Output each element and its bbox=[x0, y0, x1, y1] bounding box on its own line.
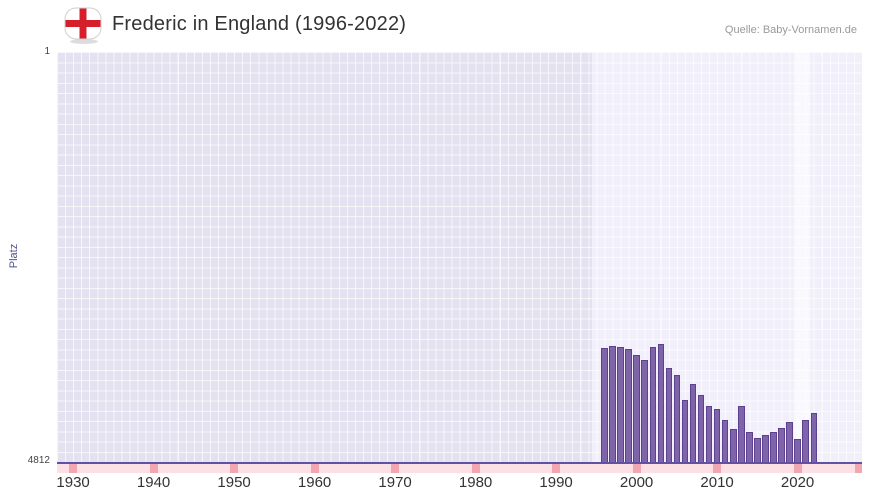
bar-2004[interactable] bbox=[665, 368, 673, 462]
bar-2012[interactable] bbox=[730, 429, 737, 462]
bar-2000[interactable] bbox=[633, 355, 640, 462]
bar-2009[interactable] bbox=[705, 405, 713, 462]
bar-2020[interactable] bbox=[794, 438, 801, 462]
bar-1996[interactable] bbox=[601, 347, 608, 462]
plot-area bbox=[57, 52, 862, 464]
y-axis-title: Platz bbox=[8, 243, 20, 269]
x-tick-mark bbox=[69, 464, 78, 473]
x-tick-label-1970: 1970 bbox=[378, 474, 412, 491]
x-tick-label-1990: 1990 bbox=[539, 474, 573, 491]
bar-2021[interactable] bbox=[802, 420, 809, 462]
x-tick-mark bbox=[471, 464, 480, 473]
x-tick-mark bbox=[552, 464, 561, 473]
bar-1998[interactable] bbox=[617, 346, 624, 462]
bar-2003[interactable] bbox=[657, 344, 664, 462]
x-tick-mark bbox=[632, 464, 641, 473]
source-credit: Quelle: Baby-Vornamen.de bbox=[724, 24, 857, 36]
x-tick-mark bbox=[149, 464, 158, 473]
x-tick-label-1950: 1950 bbox=[217, 474, 251, 491]
bar-2002[interactable] bbox=[649, 346, 656, 462]
bar-2014[interactable] bbox=[746, 432, 753, 462]
bar-1999[interactable] bbox=[625, 348, 632, 462]
x-tick-mark bbox=[230, 464, 239, 473]
england-flag-icon bbox=[64, 7, 102, 44]
bars bbox=[57, 52, 862, 462]
x-tick-label-2000: 2000 bbox=[619, 474, 654, 491]
flag-shadow bbox=[70, 39, 98, 44]
bar-2001[interactable] bbox=[641, 360, 648, 462]
x-tick-label-1930: 1930 bbox=[56, 474, 90, 491]
x-tick-label-1960: 1960 bbox=[297, 474, 332, 491]
x-tick-mark bbox=[391, 464, 400, 473]
bar-2013[interactable] bbox=[738, 405, 745, 462]
bar-2019[interactable] bbox=[786, 421, 793, 462]
bar-2015[interactable] bbox=[754, 438, 761, 462]
bar-2018[interactable] bbox=[778, 427, 785, 462]
bar-2008[interactable] bbox=[697, 395, 705, 462]
bar-1997[interactable] bbox=[609, 345, 616, 462]
y-tick-label-top: 1 bbox=[44, 46, 50, 57]
bar-2022[interactable] bbox=[810, 413, 817, 462]
bar-2007[interactable] bbox=[689, 384, 697, 462]
x-axis-labels: 1930 1940 1950 1960 1970 1980 1990 2000 2010 2020 bbox=[56, 474, 862, 494]
bar-2005[interactable] bbox=[673, 374, 681, 462]
x-tick-mark bbox=[310, 464, 319, 473]
x-tick-mark-edge bbox=[855, 464, 862, 473]
x-tick-label-2010: 2010 bbox=[700, 474, 734, 491]
x-axis-strip bbox=[57, 464, 862, 473]
bar-2010[interactable] bbox=[713, 409, 721, 462]
bar-2017[interactable] bbox=[770, 432, 777, 462]
chart-title: Frederic in England (1996-2022) bbox=[112, 13, 407, 35]
bar-2016[interactable] bbox=[762, 434, 769, 462]
x-tick-mark bbox=[713, 464, 722, 473]
y-tick-label-bottom: 4812 bbox=[27, 455, 50, 466]
x-tick-label-1940: 1940 bbox=[136, 474, 171, 491]
x-tick-label-1980: 1980 bbox=[458, 474, 493, 491]
bar-2011[interactable] bbox=[721, 420, 729, 462]
x-tick-mark bbox=[793, 464, 802, 473]
x-tick-label-2020: 2020 bbox=[780, 474, 815, 491]
grid-lines bbox=[57, 52, 862, 462]
bar-2006[interactable] bbox=[681, 399, 689, 462]
